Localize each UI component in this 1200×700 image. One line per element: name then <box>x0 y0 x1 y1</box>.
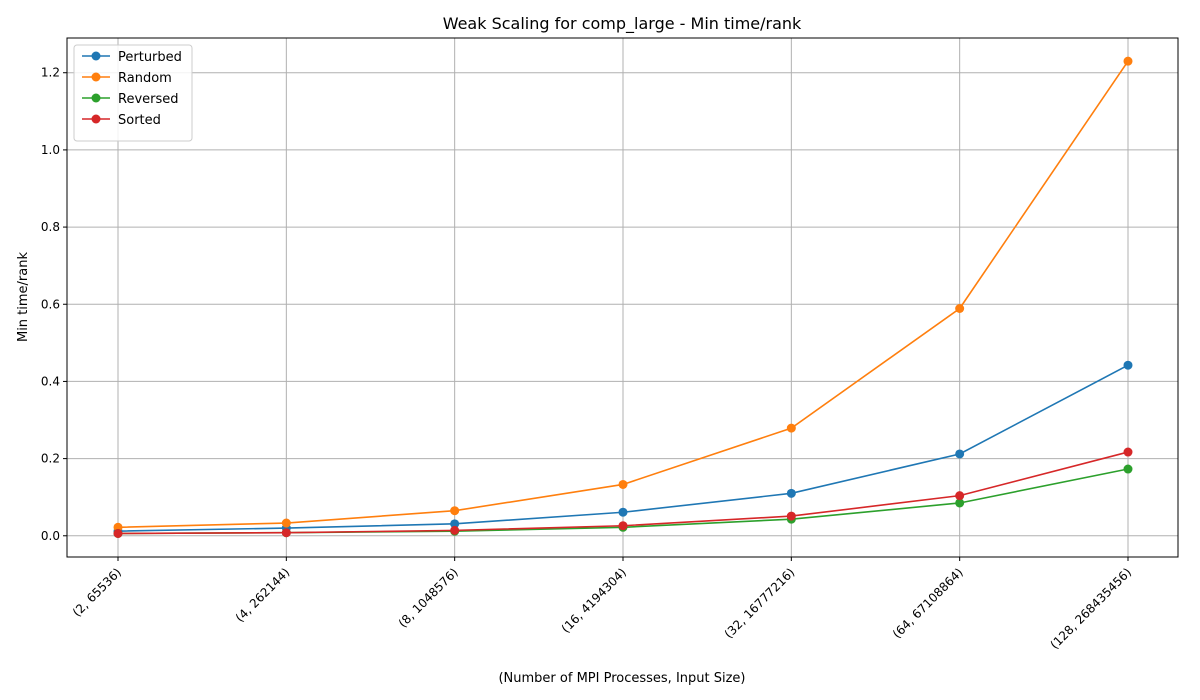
data-point <box>786 488 796 498</box>
data-point <box>1123 464 1133 474</box>
data-point <box>450 506 460 516</box>
x-tick-label: (8, 1048576) <box>396 565 461 630</box>
y-tick-label: 0.8 <box>41 220 60 234</box>
legend-marker <box>91 93 101 103</box>
legend-label: Perturbed <box>118 50 182 65</box>
y-tick-label: 0.0 <box>41 529 60 543</box>
series-layer <box>113 56 1133 538</box>
chart-title: Weak Scaling for comp_large - Min time/r… <box>443 14 802 34</box>
x-tick-label: (2, 65536) <box>70 565 124 619</box>
data-point <box>618 479 628 489</box>
data-point <box>113 528 123 538</box>
legend-label: Reversed <box>118 92 179 107</box>
legend-marker <box>91 72 101 82</box>
legend-entry: Perturbed <box>82 50 182 65</box>
y-axis-ticks: 0.0 0.2 0.4 0.6 0.8 1.0 1.2 <box>41 66 67 543</box>
legend-label: Random <box>118 71 172 86</box>
y-tick-label: 1.2 <box>41 66 60 80</box>
legend-marker <box>91 114 101 124</box>
y-tick-label: 0.4 <box>41 374 60 388</box>
series-sorted <box>113 447 1133 538</box>
x-axis-label: (Number of MPI Processes, Input Size) <box>498 671 745 686</box>
data-point <box>113 522 123 532</box>
data-point <box>786 423 796 433</box>
legend-entry: Random <box>82 71 172 86</box>
x-axis-ticks: (2, 65536) (4, 262144) (8, 1048576) (16, 41… <box>70 557 1134 652</box>
legend-marker <box>91 51 101 61</box>
data-point <box>1123 447 1133 457</box>
data-point <box>786 511 796 521</box>
y-tick-label: 0.2 <box>41 452 60 466</box>
legend-entry: Sorted <box>82 113 161 128</box>
series-random <box>113 56 1133 532</box>
x-tick-label: (64, 67108864) <box>890 565 966 641</box>
grid-layer <box>67 38 1178 557</box>
x-tick-label: (128, 268435456) <box>1047 565 1134 652</box>
x-tick-label: (4, 262144) <box>233 565 293 625</box>
data-point <box>1123 360 1133 370</box>
legend-label: Sorted <box>118 113 161 128</box>
data-point <box>955 498 965 508</box>
x-tick-label: (16, 4194304) <box>559 565 630 636</box>
y-axis-label: Min time/rank <box>16 252 31 343</box>
x-tick-label: (32, 16777216) <box>722 565 798 641</box>
data-point <box>618 521 628 531</box>
legend-frame <box>73 44 193 142</box>
data-point <box>955 491 965 501</box>
data-point <box>955 303 965 313</box>
legend: Perturbed Random Reversed Sorted <box>73 44 193 142</box>
y-tick-label: 1.0 <box>41 143 60 157</box>
data-point <box>450 519 460 529</box>
legend-entry: Reversed <box>82 92 179 107</box>
y-tick-label: 0.6 <box>41 297 60 311</box>
data-point <box>618 507 628 517</box>
data-point <box>1123 56 1133 66</box>
data-point <box>955 449 965 459</box>
data-point <box>450 525 460 535</box>
data-point <box>281 518 291 528</box>
data-point <box>281 528 291 538</box>
